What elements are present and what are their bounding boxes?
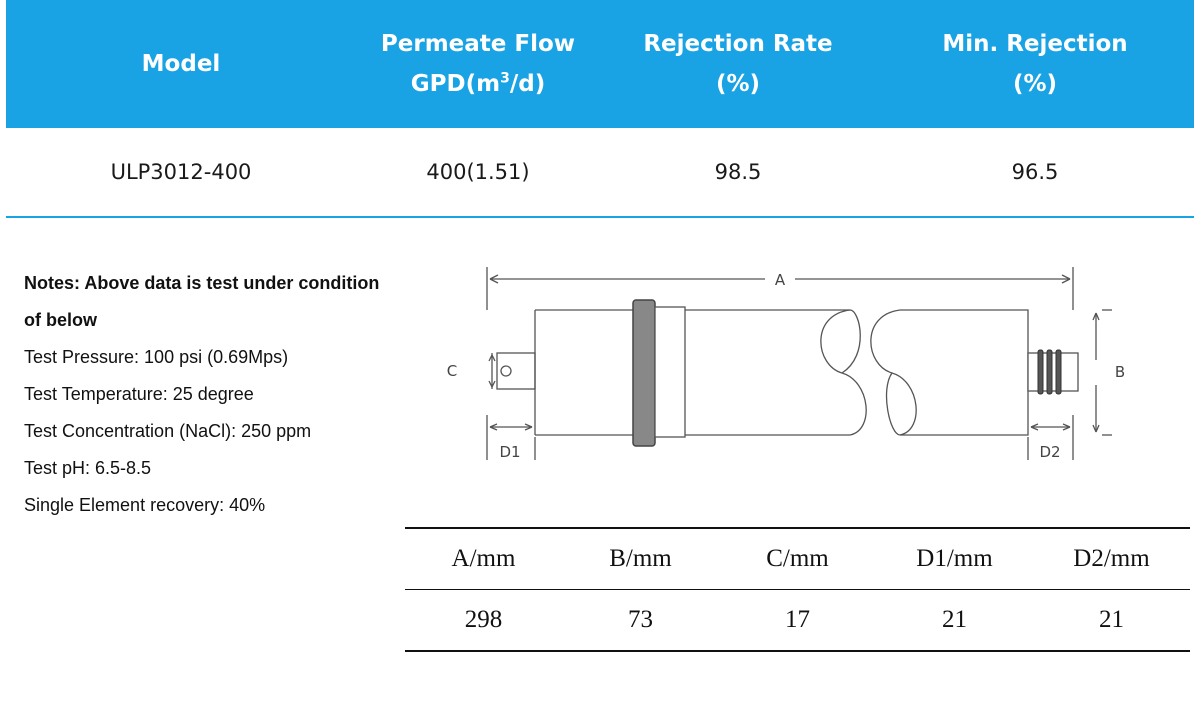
label-d1: D1 <box>499 443 520 461</box>
header-rejection-rate: Rejection Rate (%) <box>643 31 833 97</box>
permeate-tube-right <box>1027 352 1079 392</box>
header-permeate-flow-unit: GPD(m3/d) <box>410 70 546 97</box>
dim-value-a: 298 <box>464 606 503 633</box>
label-c: C <box>447 362 457 380</box>
notes-title-line2: of below <box>24 310 97 330</box>
dim-header-c: C/mm <box>766 545 829 572</box>
dimension-table-row: 298 73 17 21 21 <box>405 590 1190 650</box>
dim-header-a: A/mm <box>451 545 516 572</box>
brine-seal-ring <box>654 306 686 438</box>
label-d2: D2 <box>1039 443 1060 461</box>
permeate-tube-hole <box>500 365 512 377</box>
note-test-concentration: Test Concentration (NaCl): 250 ppm <box>24 421 312 441</box>
dim-value-d2: 21 <box>1099 606 1124 633</box>
dimension-table-header: A/mm B/mm C/mm D1/mm D2/mm <box>405 529 1190 590</box>
label-a: A <box>775 271 786 289</box>
note-test-temperature: Test Temperature: 25 degree <box>24 384 254 404</box>
membrane-body-left <box>534 309 850 436</box>
o-ring-3 <box>1055 349 1062 395</box>
dim-value-c: 17 <box>785 606 810 633</box>
dim-header-b: B/mm <box>609 545 672 572</box>
note-test-ph: Test pH: 6.5-8.5 <box>24 458 152 478</box>
o-ring-2 <box>1046 349 1053 395</box>
dim-value-d1: 21 <box>942 606 967 633</box>
cell-rejection-rate: 98.5 <box>714 160 762 184</box>
spec-table-row: ULP3012-400 400(1.51) 98.5 96.5 <box>6 128 1194 218</box>
dim-header-d1: D1/mm <box>916 545 993 572</box>
cell-model: ULP3012-400 <box>110 160 252 184</box>
note-element-recovery: Single Element recovery: 40% <box>24 495 266 515</box>
membrane-element-drawing: A B C D1 D2 <box>447 267 1125 461</box>
brine-seal <box>632 299 656 447</box>
note-test-pressure: Test Pressure: 100 psi (0.69Mps) <box>24 347 289 367</box>
o-ring-1 <box>1037 349 1044 395</box>
header-model: Model <box>141 51 221 77</box>
label-b: B <box>1115 363 1125 381</box>
membrane-body-right <box>900 309 1029 436</box>
dim-header-d2: D2/mm <box>1073 545 1150 572</box>
notes-title-line1: Notes: Above data is test under conditio… <box>24 273 380 293</box>
test-notes: Notes: Above data is test under conditio… <box>24 265 424 524</box>
cell-permeate-flow: 400(1.51) <box>426 160 530 184</box>
spec-table-header: Model Permeate Flow GPD(m3/d) Rejection … <box>6 0 1194 128</box>
header-min-rejection: Min. Rejection (%) <box>942 31 1128 97</box>
permeate-tube-left <box>496 352 536 390</box>
dim-value-b: 73 <box>628 606 653 633</box>
header-permeate-flow: Permeate Flow GPD(m3/d) <box>356 0 600 128</box>
break-curve-right <box>870 309 917 436</box>
dimension-table: A/mm B/mm C/mm D1/mm D2/mm 298 73 17 21 … <box>405 527 1190 652</box>
cell-min-rejection: 96.5 <box>1011 160 1059 184</box>
